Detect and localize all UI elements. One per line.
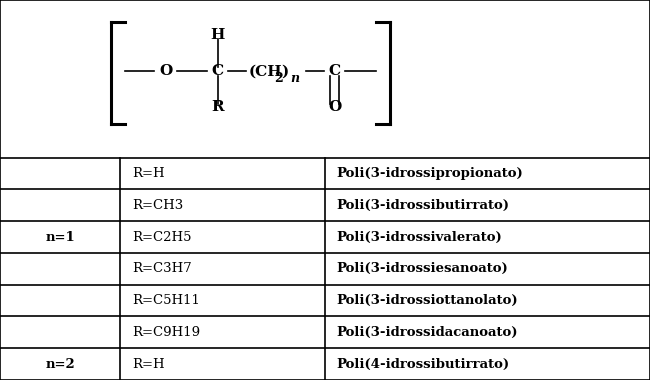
Text: Poli(3-idrossipropionato): Poli(3-idrossipropionato) [337,167,523,180]
Text: O: O [328,100,341,114]
Text: R=C5H11: R=C5H11 [132,294,200,307]
Text: R=C9H19: R=C9H19 [132,326,200,339]
Text: Poli(3-idrossivalerato): Poli(3-idrossivalerato) [337,231,502,244]
Text: n=1: n=1 [46,231,75,244]
Text: Poli(4-idrossibutirrato): Poli(4-idrossibutirrato) [337,358,510,370]
Text: Poli(3-idrossiottanolato): Poli(3-idrossiottanolato) [337,294,518,307]
Text: n: n [290,71,299,85]
Text: ): ) [281,64,289,78]
Text: 2: 2 [274,71,282,85]
Text: H: H [211,28,225,42]
Text: R=C2H5: R=C2H5 [132,231,192,244]
Text: Poli(3-idrossiesanoato): Poli(3-idrossiesanoato) [337,262,508,276]
Text: R=H: R=H [132,167,164,180]
Text: C: C [329,64,341,78]
Text: Poli(3-idrossidacanoato): Poli(3-idrossidacanoato) [337,326,518,339]
Text: (CH: (CH [249,64,283,78]
Text: R=C3H7: R=C3H7 [132,262,192,276]
Text: R=CH3: R=CH3 [132,199,183,212]
Text: C: C [212,64,224,78]
Text: O: O [159,64,172,78]
Text: R=H: R=H [132,358,164,370]
Text: n=2: n=2 [46,358,75,370]
Text: Poli(3-idrossibutirrato): Poli(3-idrossibutirrato) [337,199,510,212]
Text: R: R [211,100,224,114]
